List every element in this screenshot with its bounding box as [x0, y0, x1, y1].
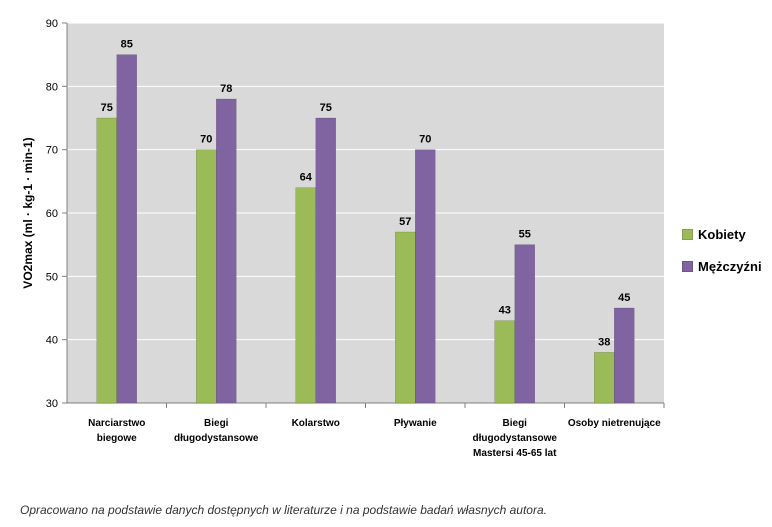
bar-kobiety	[494, 320, 515, 404]
source-caption: Opracowano na podstawie danych dostępnyc…	[20, 503, 547, 517]
bar-mezczyzni	[116, 54, 137, 404]
data-label: 70	[200, 134, 212, 146]
data-label: 85	[121, 39, 133, 51]
data-label: 43	[499, 305, 511, 317]
data-label: 55	[519, 229, 531, 241]
y-tick-label: 40	[46, 335, 58, 347]
data-label: 70	[419, 134, 431, 146]
legend: Kobiety Mężczyźni	[682, 224, 772, 288]
legend-item-mezczyzni: Mężczyźni	[682, 256, 772, 276]
x-tick-label: Mastersi 45-65 lat	[473, 448, 557, 459]
x-tick-label: długodystansowe	[473, 433, 558, 444]
x-tick-label: Biegi	[503, 418, 528, 429]
data-label: 75	[101, 102, 113, 114]
legend-label-mezczyzni: Mężczyźni	[698, 258, 762, 274]
x-tick-label: Biegi	[204, 418, 229, 429]
y-tick-label: 70	[46, 145, 58, 157]
y-tick-label: 90	[46, 18, 58, 30]
y-tick-label: 30	[46, 398, 58, 410]
data-label: 45	[618, 292, 630, 304]
bar-kobiety	[395, 231, 416, 404]
x-tick-label: Kolarstwo	[292, 418, 340, 429]
data-label: 75	[320, 102, 332, 114]
data-label: 38	[598, 336, 610, 348]
y-tick-label: 50	[46, 271, 58, 283]
data-labels: 75 85 70 78 64 75 57 70 43 55 38 45	[101, 39, 631, 349]
bar-mezczyzni	[216, 98, 237, 404]
bars	[96, 54, 635, 404]
bar-kobiety	[594, 352, 615, 404]
x-tick-label: Pływanie	[394, 418, 437, 429]
bar-kobiety	[96, 117, 117, 404]
data-label: 57	[399, 216, 411, 228]
bar-mezczyzni	[315, 117, 336, 404]
y-tick-label: 60	[46, 208, 58, 220]
gridlines	[62, 22, 665, 408]
y-axis-title: VO2max (ml · kg-1 · min-1)	[21, 137, 35, 288]
bar-mezczyzni	[514, 244, 535, 404]
x-tick-label: Narciarstwo	[88, 418, 145, 429]
legend-swatch-kobiety	[682, 228, 693, 240]
bar-kobiety	[196, 149, 217, 404]
legend-item-kobiety: Kobiety	[682, 224, 772, 244]
x-tick-label: Osoby nietrenujące	[568, 418, 661, 429]
x-tick-label: biegowe	[97, 433, 137, 444]
y-tick-label: 80	[46, 81, 58, 93]
x-tick-label: długodystansowe	[174, 433, 259, 444]
x-tick-labels: Narciarstwo biegowe Biegi długodystansowe Ko…	[88, 418, 661, 459]
legend-swatch-mezczyzni	[682, 260, 693, 272]
y-tick-labels: 30 40 50 60 70 80 90	[46, 18, 58, 410]
data-label: 78	[220, 83, 232, 95]
bar-mezczyzni	[415, 149, 436, 404]
legend-label-kobiety: Kobiety	[698, 226, 746, 242]
bar-kobiety	[295, 187, 316, 404]
data-label: 64	[300, 172, 313, 184]
bar-mezczyzni	[614, 307, 635, 404]
